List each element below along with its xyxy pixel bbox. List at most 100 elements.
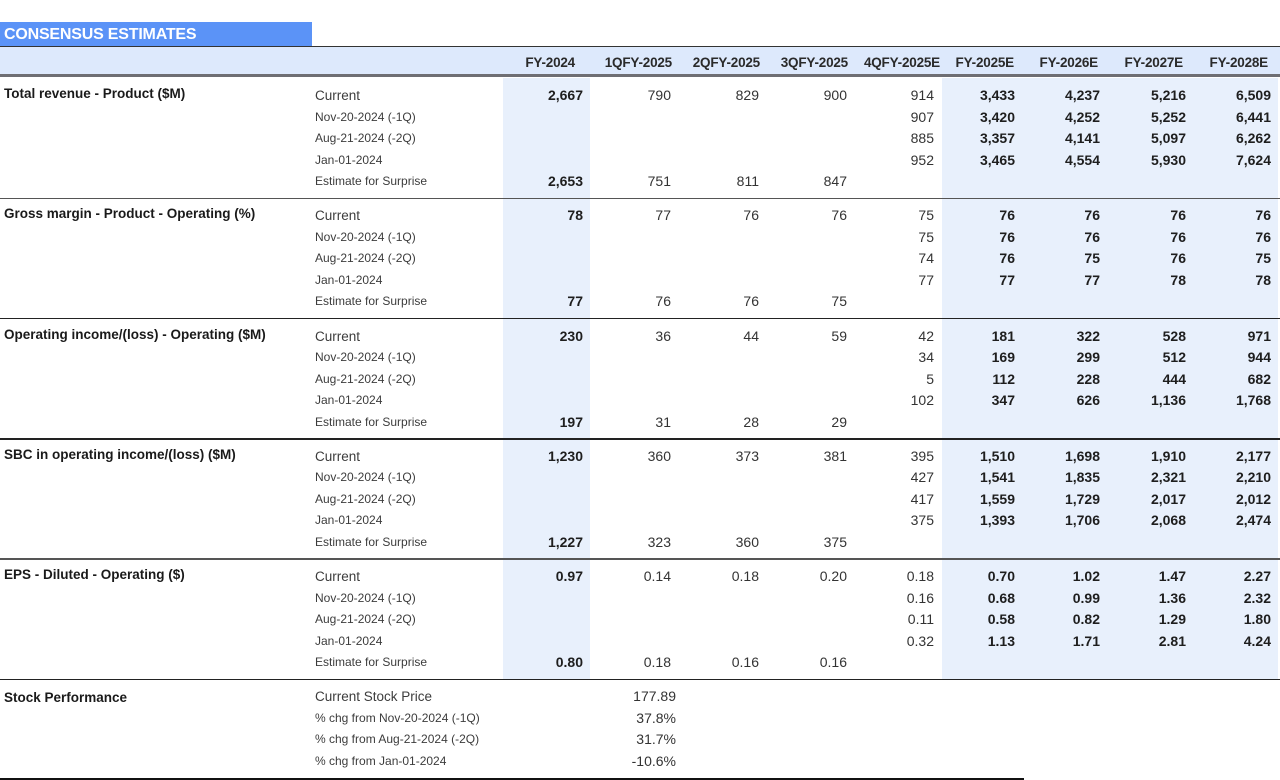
table-cell[interactable]: 790: [647, 87, 671, 103]
table-cell[interactable]: 811: [736, 173, 759, 189]
table-cell[interactable]: 2,017: [1150, 490, 1186, 507]
table-cell[interactable]: 347: [991, 392, 1015, 409]
table-cell[interactable]: 44: [743, 327, 759, 344]
table-cell[interactable]: 59: [831, 327, 847, 344]
table-cell[interactable]: 528: [1162, 327, 1186, 344]
table-cell[interactable]: 230: [559, 327, 583, 344]
table-cell[interactable]: 34: [918, 349, 934, 366]
table-cell[interactable]: 1,698: [1064, 447, 1100, 464]
table-cell[interactable]: 360: [735, 533, 759, 550]
table-cell[interactable]: 77: [999, 271, 1015, 288]
table-cell[interactable]: 76: [999, 250, 1015, 267]
table-cell[interactable]: 3,465: [979, 151, 1015, 168]
table-cell[interactable]: 78: [1255, 271, 1271, 288]
table-cell[interactable]: 5,252: [1150, 108, 1186, 125]
table-cell[interactable]: 2.81: [1158, 632, 1186, 649]
table-cell[interactable]: 112: [992, 370, 1015, 387]
table-cell[interactable]: 847: [823, 173, 847, 189]
table-cell[interactable]: 5,930: [1150, 151, 1186, 168]
table-cell[interactable]: 77: [655, 207, 671, 224]
table-cell[interactable]: 2,177: [1235, 447, 1271, 464]
table-cell[interactable]: 75: [1084, 250, 1100, 267]
table-cell[interactable]: 0.68: [987, 589, 1015, 606]
table-cell[interactable]: 181: [991, 327, 1015, 344]
table-cell[interactable]: 4,554: [1064, 151, 1100, 168]
table-cell[interactable]: 2,474: [1235, 512, 1271, 529]
table-cell[interactable]: 4,237: [1064, 87, 1100, 103]
table-cell[interactable]: 395: [910, 447, 934, 464]
table-cell[interactable]: 0.16: [731, 654, 759, 671]
table-cell[interactable]: 1,541: [979, 469, 1015, 486]
table-cell[interactable]: 76: [999, 207, 1015, 224]
table-cell[interactable]: 74: [918, 250, 934, 267]
table-cell[interactable]: 76: [1084, 207, 1100, 224]
table-cell[interactable]: 1.02: [1072, 568, 1100, 585]
table-cell[interactable]: 76: [1255, 207, 1271, 224]
table-cell[interactable]: 1.80: [1243, 611, 1271, 628]
table-cell[interactable]: 2,653: [547, 173, 583, 189]
table-cell[interactable]: 76: [743, 207, 759, 224]
table-cell[interactable]: 76: [743, 293, 759, 310]
table-cell[interactable]: 197: [559, 413, 583, 430]
table-cell[interactable]: 299: [1076, 349, 1100, 366]
table-cell[interactable]: 75: [831, 293, 847, 310]
table-cell[interactable]: 512: [1162, 349, 1186, 366]
table-cell[interactable]: 0.11: [907, 611, 934, 628]
table-cell[interactable]: 682: [1247, 370, 1271, 387]
table-cell[interactable]: 6,441: [1235, 108, 1271, 125]
table-cell[interactable]: 3,420: [979, 108, 1015, 125]
table-cell[interactable]: 2,068: [1150, 512, 1186, 529]
table-cell[interactable]: 381: [823, 447, 847, 464]
table-cell[interactable]: 76: [1084, 228, 1100, 245]
table-cell[interactable]: 751: [647, 173, 671, 189]
stock-row-value[interactable]: 37.8%: [636, 709, 676, 726]
table-cell[interactable]: 28: [743, 413, 759, 430]
table-cell[interactable]: 1,230: [547, 447, 583, 464]
table-cell[interactable]: 4,252: [1064, 108, 1100, 125]
table-cell[interactable]: 2.32: [1243, 589, 1271, 606]
table-cell[interactable]: 1.36: [1158, 589, 1186, 606]
table-cell[interactable]: 2,667: [547, 87, 583, 103]
table-cell[interactable]: 375: [823, 533, 847, 550]
table-cell[interactable]: 169: [991, 349, 1015, 366]
table-cell[interactable]: 0.16: [819, 654, 847, 671]
table-cell[interactable]: 1.71: [1072, 632, 1100, 649]
table-cell[interactable]: 1.47: [1158, 568, 1186, 585]
table-cell[interactable]: 7,624: [1235, 151, 1271, 168]
table-cell[interactable]: 75: [918, 207, 934, 224]
table-cell[interactable]: 1.13: [987, 632, 1015, 649]
table-cell[interactable]: 360: [647, 447, 671, 464]
table-cell[interactable]: 1,768: [1235, 392, 1271, 409]
table-cell[interactable]: 1,559: [979, 490, 1015, 507]
table-cell[interactable]: 76: [1170, 207, 1186, 224]
table-cell[interactable]: 1,393: [979, 512, 1015, 529]
table-cell[interactable]: 228: [1076, 370, 1100, 387]
table-cell[interactable]: 0.18: [643, 654, 671, 671]
table-cell[interactable]: 907: [910, 108, 934, 125]
table-cell[interactable]: 1,835: [1064, 469, 1100, 486]
table-cell[interactable]: 76: [999, 228, 1015, 245]
table-cell[interactable]: 76: [655, 293, 671, 310]
table-cell[interactable]: 102: [910, 392, 934, 409]
table-cell[interactable]: 1,706: [1064, 512, 1100, 529]
table-cell[interactable]: 5,216: [1150, 87, 1186, 103]
table-cell[interactable]: 75: [918, 228, 934, 245]
table-cell[interactable]: 944: [1247, 349, 1271, 366]
table-cell[interactable]: 0.18: [731, 568, 759, 585]
table-cell[interactable]: 1,227: [547, 533, 583, 550]
table-cell[interactable]: 76: [1255, 228, 1271, 245]
table-cell[interactable]: 0.70: [987, 568, 1015, 585]
table-cell[interactable]: 322: [1076, 327, 1100, 344]
table-cell[interactable]: 5: [926, 370, 934, 387]
table-cell[interactable]: 323: [647, 533, 671, 550]
table-cell[interactable]: 77: [918, 271, 934, 288]
table-cell[interactable]: 0.14: [643, 568, 671, 585]
table-cell[interactable]: 373: [735, 447, 759, 464]
table-cell[interactable]: 0.16: [906, 589, 934, 606]
table-cell[interactable]: 77: [1084, 271, 1100, 288]
table-cell[interactable]: 2.27: [1243, 568, 1271, 585]
table-cell[interactable]: 0.18: [906, 568, 934, 585]
table-cell[interactable]: 4.24: [1243, 632, 1271, 649]
table-cell[interactable]: 885: [910, 130, 934, 146]
table-cell[interactable]: 2,012: [1235, 490, 1271, 507]
